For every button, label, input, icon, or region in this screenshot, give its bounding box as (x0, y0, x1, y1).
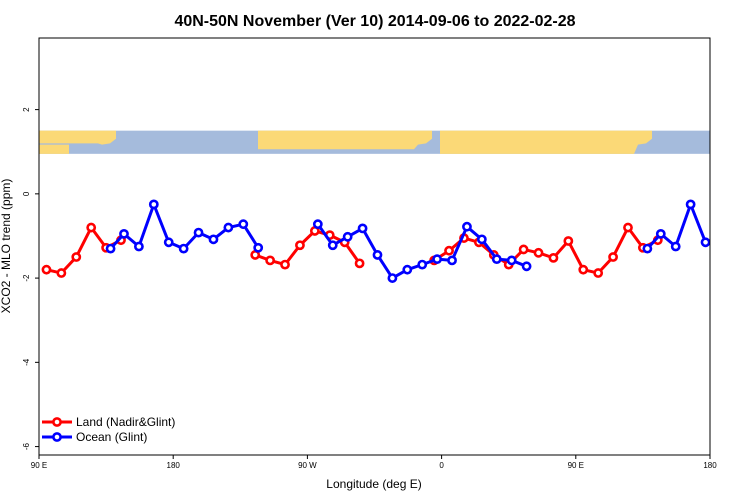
data-point (163, 237, 174, 248)
x-tick-label: 180 (167, 461, 181, 470)
data-point (655, 228, 666, 239)
x-tick-label: 90 W (298, 461, 317, 470)
data-point (593, 268, 604, 278)
legend-marker (52, 432, 62, 442)
data-point (238, 219, 249, 230)
data-point (491, 254, 502, 265)
x-axis-label: Longitude (deg E) (326, 477, 421, 491)
data-point (402, 264, 413, 275)
data-point (447, 255, 457, 266)
legend-label: Land (Nadir&Glint) (76, 415, 175, 429)
data-point (444, 245, 454, 256)
data-point (700, 237, 711, 248)
data-point (119, 228, 129, 239)
x-tick-label: 180 (703, 461, 717, 470)
map-land-2 (258, 130, 432, 150)
data-point (518, 244, 529, 255)
series-line (433, 226, 659, 275)
data-point (548, 252, 559, 263)
data-point (134, 241, 144, 252)
plot-frame (38, 37, 711, 456)
series-land (41, 222, 663, 278)
y-axis: 2 0 -2 -4 -6 (22, 107, 39, 450)
map-land-1 (39, 130, 116, 145)
data-point (295, 240, 305, 251)
series-line (109, 202, 260, 251)
data-point (623, 222, 633, 233)
data-point (105, 243, 116, 254)
x-tick-label: 0 (439, 461, 444, 470)
map-land-3 (440, 130, 652, 154)
data-point (476, 234, 487, 245)
data-point (642, 243, 653, 254)
data-point (265, 255, 276, 266)
x-tick-label: 90 E (568, 461, 584, 470)
data-point (462, 221, 472, 232)
y-axis-label: XCO2 - MLO trend (ppm) (0, 179, 13, 314)
x-axis: 90 E 180 90 W 0 90 E 180 (31, 455, 717, 470)
x-tick-label: 90 E (31, 461, 47, 470)
data-point (387, 273, 398, 283)
data-point (86, 222, 97, 233)
data-point (342, 231, 353, 242)
chart-title: 40N-50N November (Ver 10) 2014-09-06 to … (174, 13, 575, 30)
data-point (608, 252, 618, 262)
data-point (563, 236, 574, 246)
data-point (41, 264, 52, 275)
data-point (670, 241, 681, 252)
data-point (506, 255, 517, 266)
data-point (372, 250, 383, 260)
data-point (253, 242, 264, 253)
y-tick-label: -4 (22, 358, 31, 366)
data-point (148, 199, 159, 210)
data-point (178, 243, 189, 254)
data-point (193, 227, 204, 238)
y-tick-label: 0 (22, 191, 31, 196)
data-point (280, 259, 290, 270)
data-point (521, 261, 532, 272)
data-point (312, 219, 323, 230)
data-point (417, 259, 428, 270)
legend-marker (52, 417, 62, 427)
map-land-west (39, 144, 69, 154)
data-point (71, 252, 82, 262)
series-ocean (105, 199, 711, 283)
series-layer (41, 199, 711, 283)
data-point (578, 264, 589, 275)
data-point (208, 234, 219, 245)
data-point (357, 223, 368, 234)
y-tick-label: -6 (22, 442, 31, 450)
y-tick-label: 2 (22, 107, 31, 112)
data-point (685, 199, 696, 210)
data-point (327, 240, 338, 251)
data-point (432, 254, 443, 265)
data-point (56, 268, 67, 278)
legend: Land (Nadir&Glint)Ocean (Glint) (42, 415, 175, 444)
data-point (533, 247, 544, 258)
map-strip (39, 130, 710, 154)
data-point (223, 222, 234, 233)
legend-label: Ocean (Glint) (76, 430, 147, 444)
y-tick-label: -2 (22, 274, 31, 282)
data-point (354, 258, 365, 269)
